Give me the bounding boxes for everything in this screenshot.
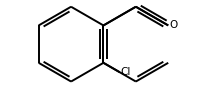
Text: O: O <box>170 20 178 30</box>
Text: Cl: Cl <box>121 67 131 77</box>
